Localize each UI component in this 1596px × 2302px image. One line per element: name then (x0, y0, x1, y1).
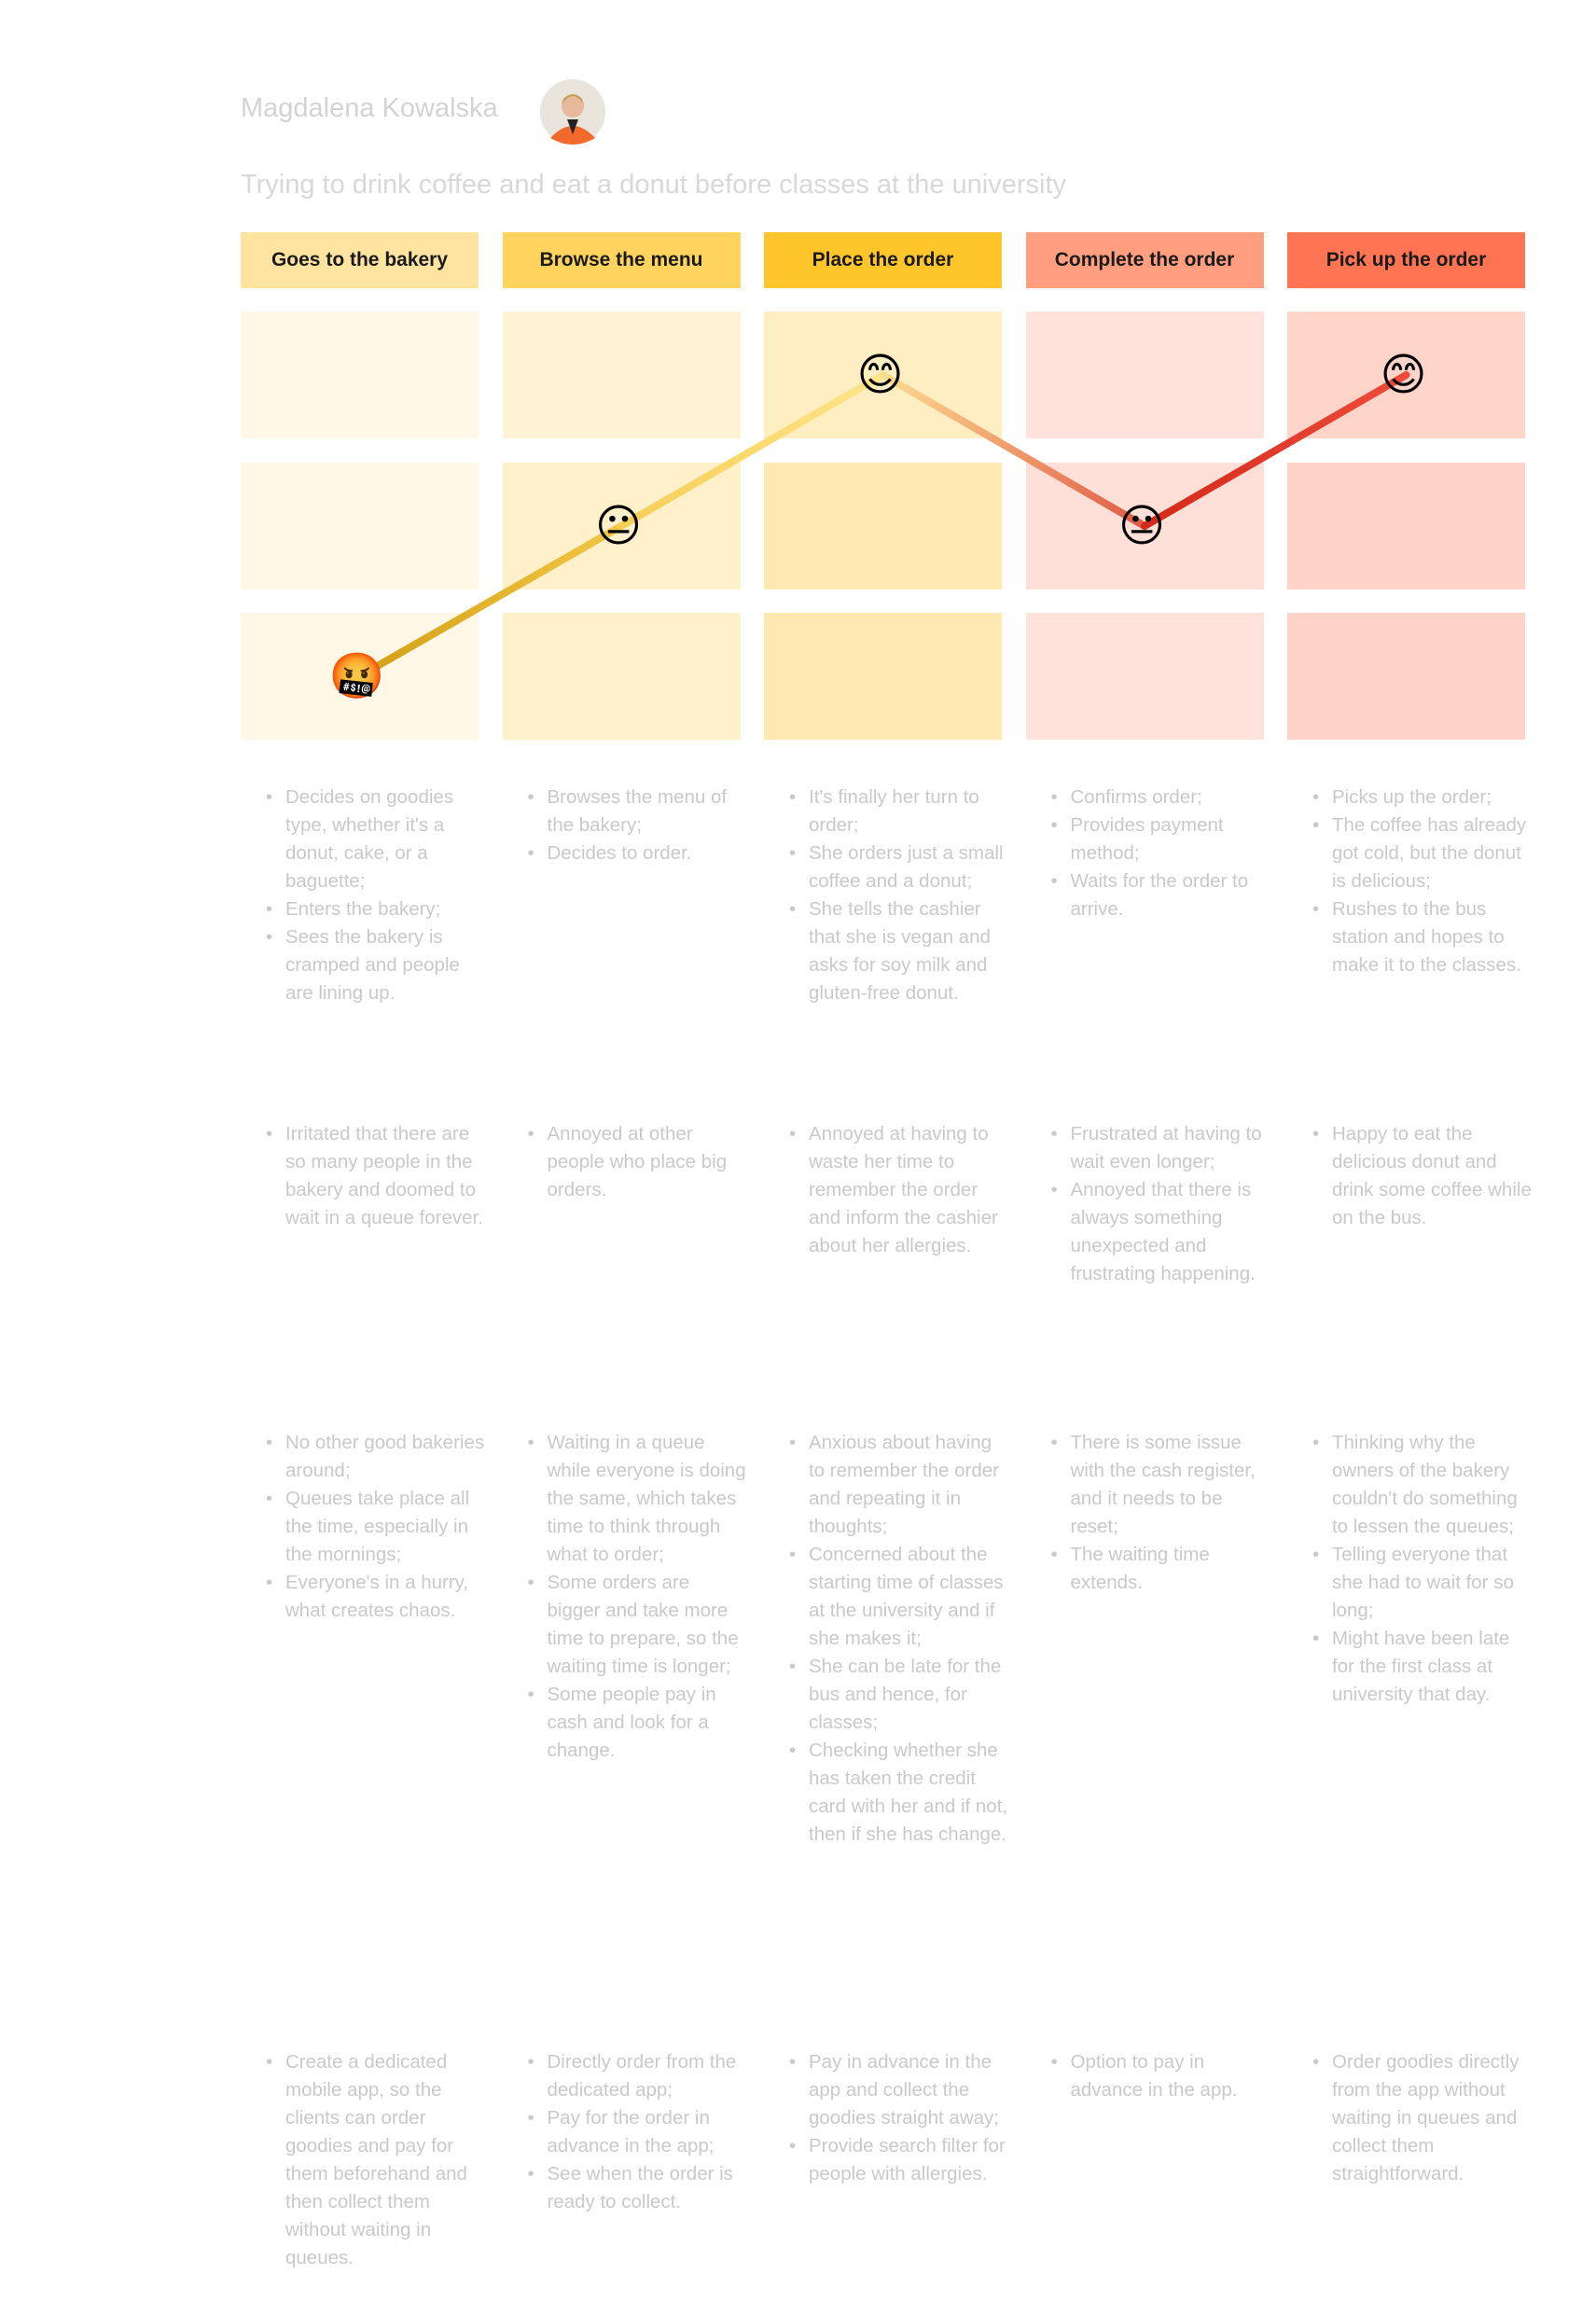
bullet: Decides on goodies type, whether it's a … (266, 784, 486, 895)
bullet: The coffee has already got cold, but the… (1312, 811, 1533, 895)
bullet: The waiting time extends. (1051, 1541, 1271, 1597)
emotion-segment (1141, 371, 1410, 530)
emotion-line: 🤬 😐 😊 😐 😊 (329, 349, 1427, 702)
emotion-cell (1287, 463, 1525, 589)
bullet: Option to pay in advance in the app. (1051, 2048, 1271, 2104)
bullet: Anxious about having to remember the ord… (789, 1429, 1009, 1541)
bullet: She orders just a small coffee and a don… (789, 839, 1009, 895)
bullet: Directly order from the dedicated app; (528, 2048, 748, 2104)
lane-list: There is some issue with the cash regist… (1026, 1429, 1271, 1597)
bullet: Might have been late for the first class… (1312, 1625, 1533, 1709)
lane-list: Anxious about having to remember the ord… (764, 1429, 1009, 1849)
bullet: Picks up the order; (1312, 784, 1533, 811)
lane-list: Frustrated at having to wait even longer… (1026, 1120, 1271, 1288)
lane-list: Happy to eat the delicious donut and dri… (1287, 1120, 1533, 1232)
lane-list: Picks up the order;The coffee has alread… (1287, 784, 1533, 979)
bullet: Order goodies directly from the app with… (1312, 2048, 1533, 2188)
emotion-cell (241, 463, 479, 589)
emotion-emoji: 😊 (1380, 349, 1426, 401)
emotion-emoji: 😐 (1118, 500, 1165, 552)
bullet: Rushes to the bus station and hopes to m… (1312, 895, 1533, 979)
bullet: Confirms order; (1051, 784, 1271, 811)
bullet: Pay in advance in the app and collect th… (789, 2048, 1009, 2132)
emotion-segment (355, 522, 625, 680)
emotion-emoji: 🤬 (329, 650, 385, 702)
bullet: Frustrated at having to wait even longer… (1051, 1120, 1271, 1176)
avatar (540, 79, 605, 145)
bullet: See when the order is ready to collect. (528, 2160, 748, 2216)
bullet: Checking whether she has taken the credi… (789, 1737, 1009, 1849)
bullet: Thinking why the owners of the bakery co… (1312, 1429, 1533, 1541)
bullet: Create a dedicated mobile app, so the cl… (266, 2048, 486, 2272)
emotion-cell (1025, 613, 1264, 740)
bullet: There is some issue with the cash regist… (1051, 1429, 1271, 1541)
lane-list: Annoyed at other people who place big or… (503, 1120, 748, 1204)
persona-name: Magdalena Kowalska (241, 93, 498, 123)
emotion-cell (764, 613, 1002, 740)
lane-list: Waiting in a queue while everyone is doi… (503, 1429, 748, 1765)
lane-list: Decides on goodies type, whether it's a … (241, 784, 486, 1007)
bullet: Annoyed at having to waste her time to r… (789, 1120, 1009, 1260)
emotion-emoji: 😐 (595, 500, 642, 552)
stage-header: Browse the menu (502, 232, 741, 288)
emotion-cell (502, 613, 741, 740)
scenario: Trying to drink coffee and eat a donut b… (241, 170, 1067, 200)
lane-list: Pay in advance in the app and collect th… (764, 2048, 1009, 2188)
bullet: Waiting in a queue while everyone is doi… (528, 1429, 748, 1569)
bullet: Sees the bakery is cramped and people ar… (266, 923, 486, 1007)
bullet: Queues take place all the time, especial… (266, 1485, 486, 1569)
emotion-cell (241, 312, 479, 438)
bullet: Enters the bakery; (266, 895, 486, 923)
bullet: Some orders are bigger and take more tim… (528, 1569, 748, 1681)
bullet: Browses the menu of the bakery; (528, 784, 748, 839)
lane-list: Irritated that there are so many people … (241, 1120, 486, 1232)
lane-list: Browses the menu of the bakery;Decides t… (503, 784, 748, 867)
emotion-segment (879, 371, 1148, 530)
lane-list: Order goodies directly from the app with… (1287, 2048, 1533, 2188)
lane-list: It's finally her turn to order;She order… (764, 784, 1009, 1007)
bullet: Decides to order. (528, 839, 748, 867)
bullet: Waits for the order to arrive. (1051, 867, 1271, 923)
lane-list: Option to pay in advance in the app. (1026, 2048, 1271, 2104)
bullet: Annoyed that there is always something u… (1051, 1176, 1271, 1288)
stage-header: Goes to the bakery (241, 232, 479, 288)
emotion-segment (618, 371, 887, 530)
bullet: Provides payment method; (1051, 811, 1271, 867)
bullet: She can be late for the bus and hence, f… (789, 1653, 1009, 1737)
lane-list: Annoyed at having to waste her time to r… (764, 1120, 1009, 1260)
lane-list: Thinking why the owners of the bakery co… (1287, 1429, 1533, 1709)
emotion-cell (502, 312, 741, 438)
bullet: Pay for the order in advance in the app; (528, 2104, 748, 2160)
bullet: Happy to eat the delicious donut and dri… (1312, 1120, 1533, 1232)
bullet: Annoyed at other people who place big or… (528, 1120, 748, 1204)
stage-header: Pick up the order (1287, 232, 1525, 288)
bullet: Some people pay in cash and look for a c… (528, 1681, 748, 1765)
lane-list: Confirms order;Provides payment method;W… (1026, 784, 1271, 923)
bullet: Everyone's in a hurry, what creates chao… (266, 1569, 486, 1625)
lane-list: Create a dedicated mobile app, so the cl… (241, 2048, 486, 2272)
stage-header: Complete the order (1025, 232, 1264, 288)
lane-list: No other good bakeries around;Queues tak… (241, 1429, 486, 1625)
bullet: Telling everyone that she had to wait fo… (1312, 1541, 1533, 1625)
bullet: No other good bakeries around; (266, 1429, 486, 1485)
bullet: It's finally her turn to order; (789, 784, 1009, 839)
bullet: Irritated that there are so many people … (266, 1120, 486, 1232)
emotion-cell (1025, 312, 1264, 438)
bullet: Concerned about the starting time of cla… (789, 1541, 1009, 1653)
stage-header: Place the order (764, 232, 1002, 288)
emotion-cell (764, 463, 1002, 589)
emotion-emoji: 😊 (856, 349, 903, 401)
emotion-cell (1287, 613, 1525, 740)
bullet: She tells the cashier that she is vegan … (789, 895, 1009, 1007)
bullet: Provide search filter for people with al… (789, 2132, 1009, 2188)
lane-list: Directly order from the dedicated app;Pa… (503, 2048, 748, 2216)
